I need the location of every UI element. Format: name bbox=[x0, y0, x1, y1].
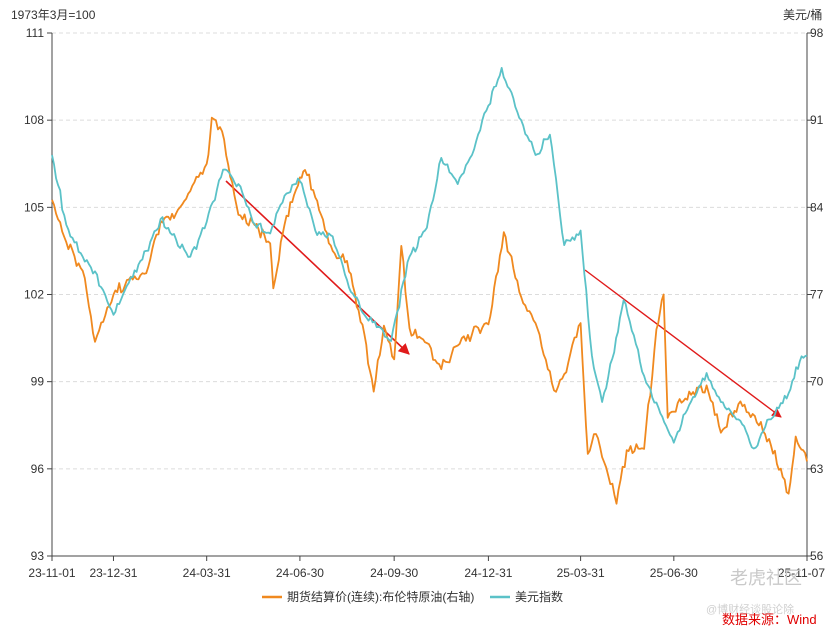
left-tick-label: 96 bbox=[31, 462, 45, 476]
right-tick-label: 77 bbox=[810, 288, 824, 302]
legend-label: 美元指数 bbox=[515, 589, 563, 604]
left-tick-label: 99 bbox=[31, 375, 45, 389]
series-line-dxy bbox=[51, 67, 808, 450]
gridlines bbox=[52, 32, 807, 470]
left-tick-label: 102 bbox=[24, 288, 44, 302]
x-tick-label: 24-09-30 bbox=[370, 566, 418, 580]
x-tick-label: 25-03-31 bbox=[557, 566, 605, 580]
trend-arrow-2 bbox=[584, 269, 782, 418]
source-note: 数据来源：Wind bbox=[722, 612, 817, 627]
x-tick-label: 24-06-30 bbox=[276, 566, 324, 580]
right-tick-label: 56 bbox=[810, 549, 824, 563]
left-tick-label: 93 bbox=[31, 549, 45, 563]
series-lines bbox=[51, 67, 808, 505]
watermark-sub: @博财经谈股论除 bbox=[706, 602, 794, 616]
x-tick-label: 24-12-31 bbox=[464, 566, 512, 580]
axes: 93 96 99 102 105 108 111 56 63 70 77 84 91 98 23-11-01… bbox=[24, 26, 825, 580]
x-tick-label: 24-03-31 bbox=[183, 566, 231, 580]
legend: 期货结算价(连续):布伦特原油(右轴) 美元指数 bbox=[262, 589, 563, 604]
right-tick-label: 84 bbox=[810, 200, 824, 214]
left-axis-unit: 1973年3月=100 bbox=[11, 8, 96, 22]
series-line-brent bbox=[51, 116, 808, 505]
x-tick-label: 23-11-01 bbox=[28, 566, 75, 580]
watermark-logo: 老虎社区 bbox=[730, 568, 802, 588]
left-tick-label: 105 bbox=[24, 200, 44, 214]
trend-arrows bbox=[225, 180, 782, 418]
right-tick-label: 91 bbox=[810, 113, 824, 127]
left-tick-label: 108 bbox=[24, 113, 44, 127]
right-tick-label: 98 bbox=[810, 26, 824, 40]
right-axis-unit: 美元/桶 bbox=[783, 7, 822, 22]
x-tick-label: 25-06-30 bbox=[650, 566, 698, 580]
right-tick-label: 63 bbox=[810, 462, 824, 476]
legend-label: 期货结算价(连续):布伦特原油(右轴) bbox=[287, 589, 474, 604]
trend-arrow-1 bbox=[225, 180, 410, 355]
x-tick-label: 25-11-07 bbox=[778, 566, 825, 580]
left-tick-label: 111 bbox=[26, 26, 45, 40]
right-tick-label: 70 bbox=[810, 375, 824, 389]
x-tick-label: 23-12-31 bbox=[89, 566, 137, 580]
